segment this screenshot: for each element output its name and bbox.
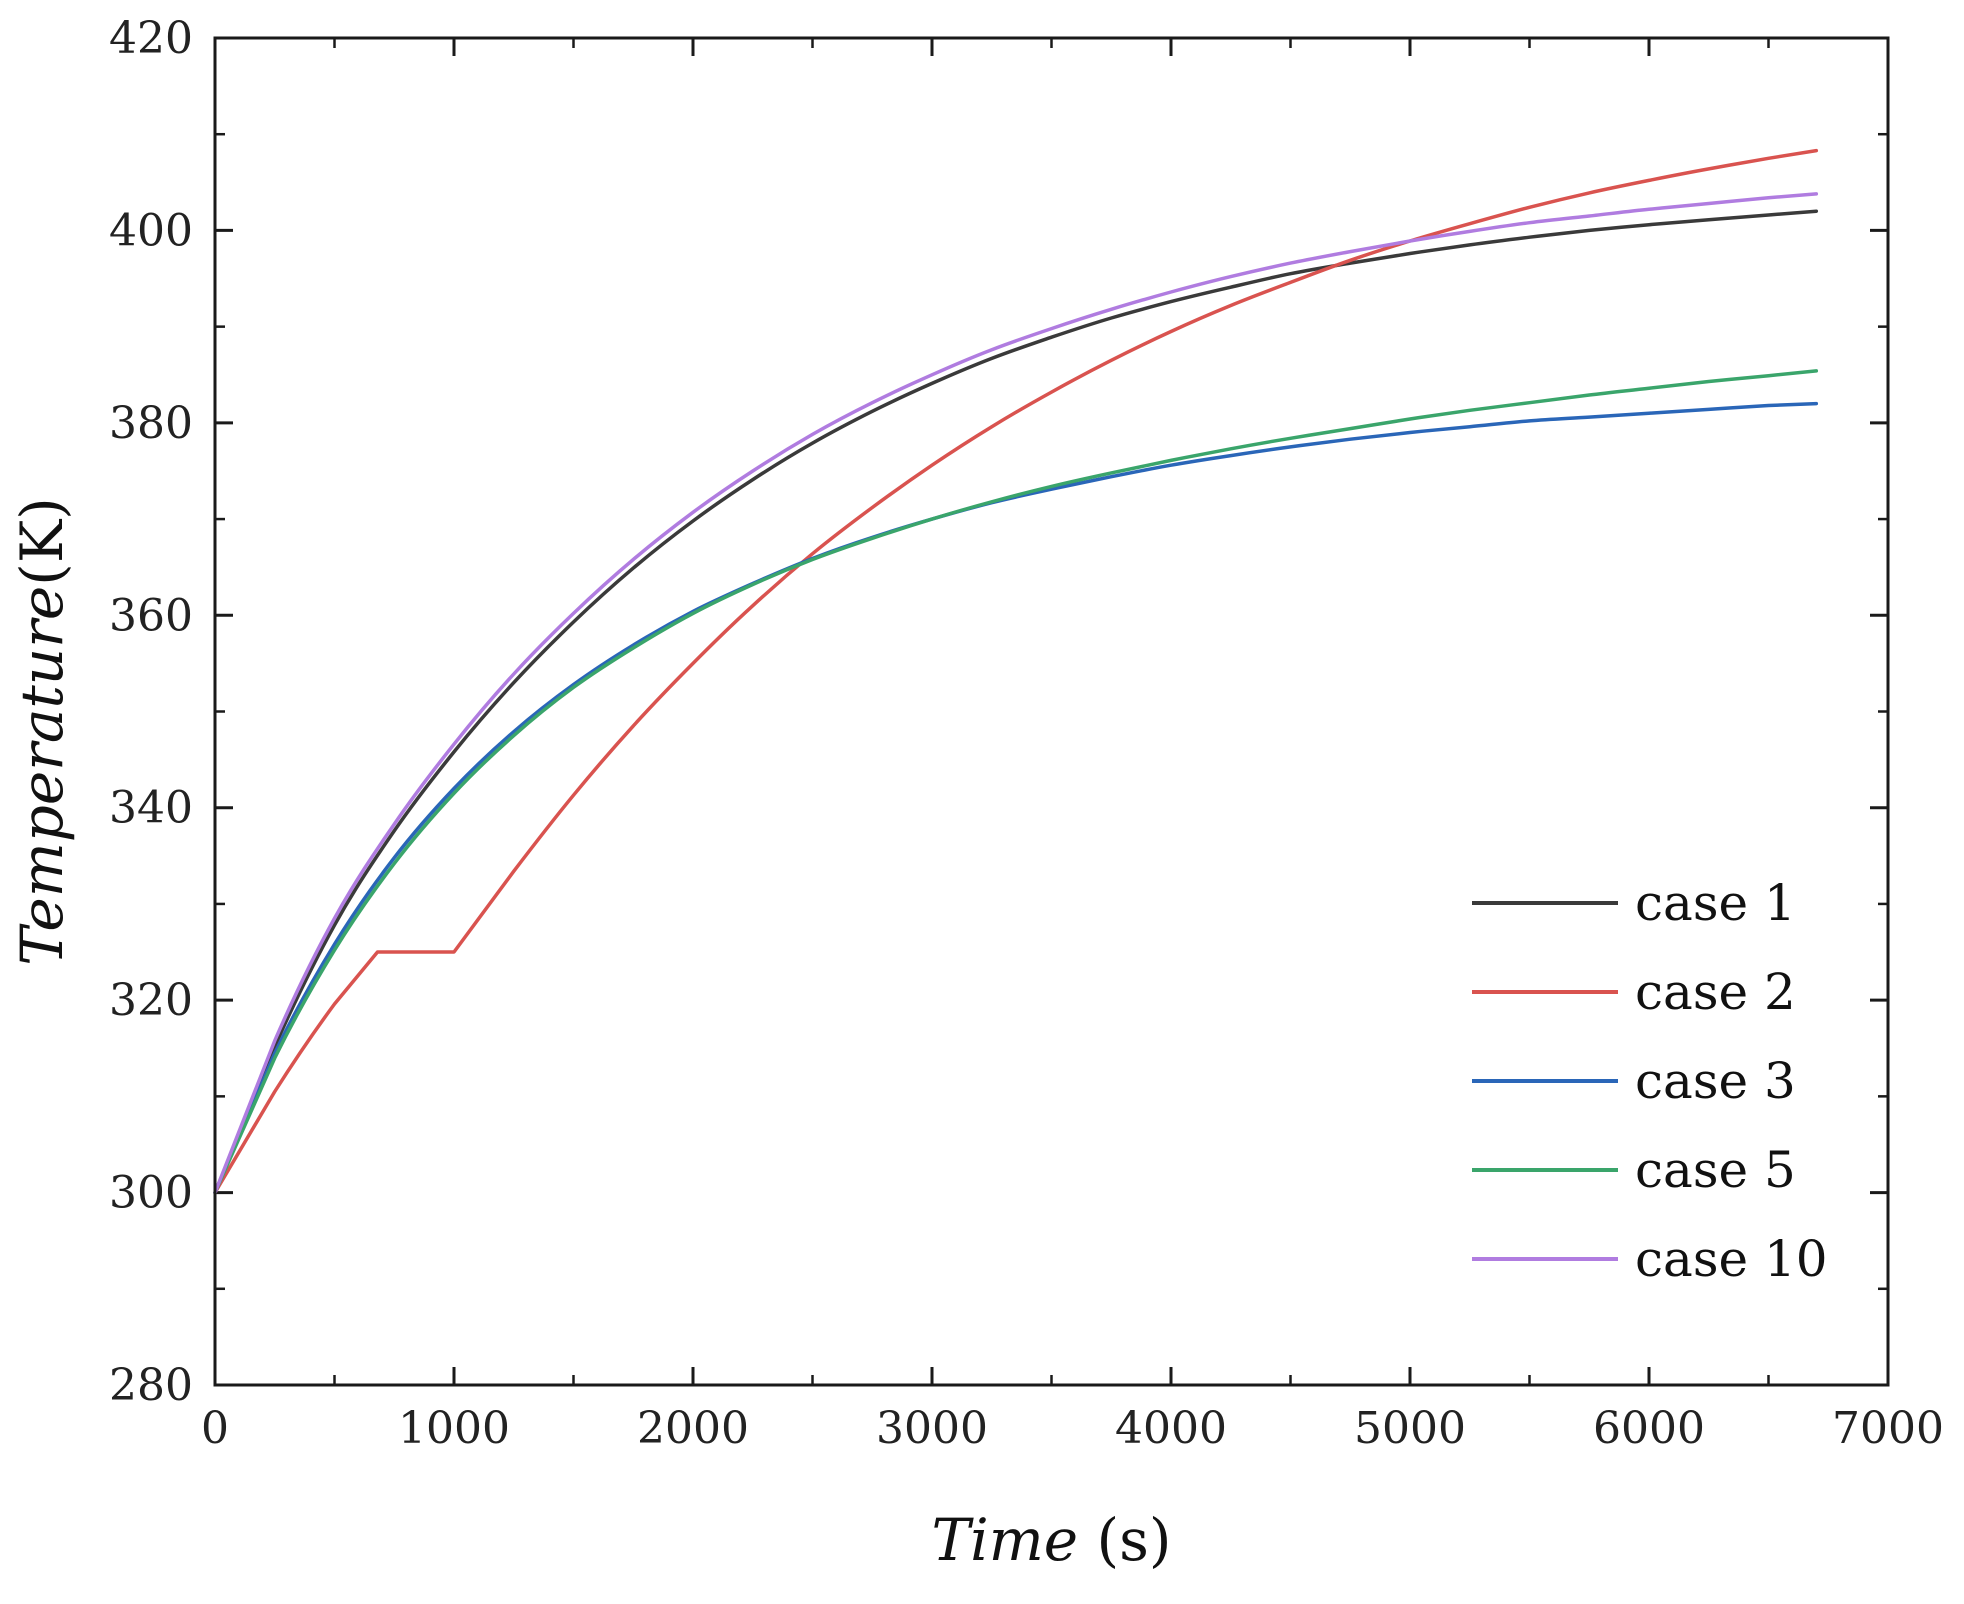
y-axis-title-unit: (K): [8, 497, 76, 586]
x-tick-label: 5000: [1354, 1403, 1466, 1454]
x-tick-label: 3000: [876, 1403, 988, 1454]
x-tick-label: 0: [201, 1403, 229, 1454]
x-tick-label: 4000: [1115, 1403, 1227, 1454]
x-tick-label: 6000: [1593, 1403, 1705, 1454]
y-tick-label: 300: [109, 1168, 193, 1219]
series-line-case-1: [213, 209, 1819, 1195]
y-tick-label: 320: [109, 975, 193, 1026]
legend-label: case 5: [1635, 1141, 1796, 1199]
series-line-case-10: [213, 192, 1819, 1195]
y-tick-label: 340: [109, 783, 193, 834]
y-tick-label: 280: [109, 1360, 193, 1411]
legend: case 1 case 2 case 3 case 5 case 10: [1472, 874, 1828, 1288]
y-tick-label: 380: [109, 398, 193, 449]
legend-label: case 3: [1635, 1052, 1796, 1110]
x-tick-label: 7000: [1832, 1403, 1944, 1454]
y-tick-label: 360: [109, 590, 193, 641]
x-axis-title: Time (s): [931, 1506, 1171, 1574]
legend-label: case 10: [1635, 1230, 1828, 1288]
x-axis-title-italic: Time: [931, 1506, 1078, 1574]
series-line-case-5: [213, 369, 1819, 1195]
y-axis-title-italic: Temperature: [8, 586, 76, 966]
y-tick-label: 420: [109, 13, 193, 64]
y-tick-labels: 280 300 320 340 360 380 400 420: [109, 13, 193, 1411]
x-axis-title-unit: (s): [1078, 1506, 1171, 1574]
x-tick-labels: 0 1000 2000 3000 4000 5000 6000 7000: [201, 1403, 1944, 1454]
minor-ticks: [215, 38, 1888, 1385]
series-line-case-2: [213, 148, 1819, 1195]
y-tick-label: 400: [109, 205, 193, 256]
y-axis-title: Temperature(K): [8, 497, 76, 966]
series-lines: [213, 148, 1819, 1195]
plot-frame: [213, 36, 1890, 1387]
x-tick-label: 2000: [637, 1403, 749, 1454]
x-tick-label: 1000: [398, 1403, 510, 1454]
legend-label: case 2: [1635, 963, 1796, 1021]
legend-label: case 1: [1635, 874, 1796, 932]
